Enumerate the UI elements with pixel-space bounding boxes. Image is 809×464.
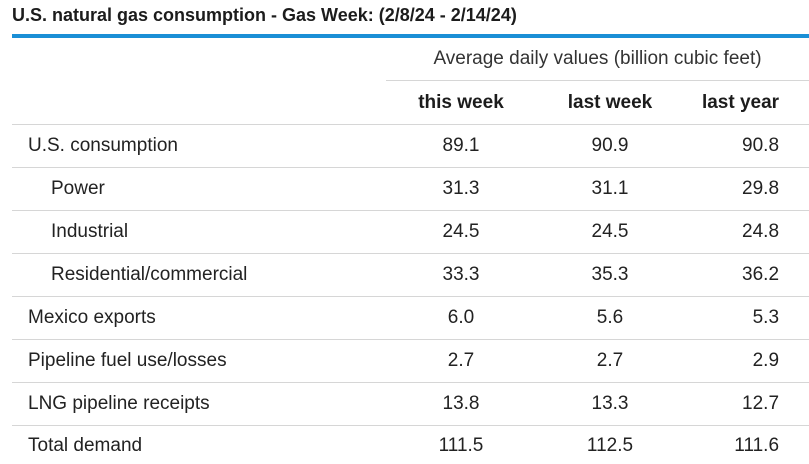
units-header: Average daily values (billion cubic feet… [386, 38, 809, 81]
column-header-last-week: last week [536, 80, 684, 125]
table-row: Power 31.3 31.1 29.8 [12, 167, 809, 211]
row-label: Industrial [12, 210, 386, 254]
table-row: Mexico exports 6.0 5.6 5.3 [12, 296, 809, 340]
this-week-value: 111.5 [438, 435, 484, 456]
column-header-row: this week last week last year [12, 80, 809, 125]
table-row: LNG pipeline receipts 13.8 13.3 12.7 [12, 382, 809, 426]
column-header-last-year: last year [684, 80, 809, 125]
last-week-value: 2.7 [536, 339, 684, 383]
row-label: Total demand [28, 435, 143, 456]
table-row: Industrial 24.5 24.5 24.8 [12, 210, 809, 254]
row-label: Power [12, 167, 386, 211]
last-year-value: 12.7 [684, 382, 809, 426]
last-year-value: 24.8 [684, 210, 809, 254]
last-year-value: 111.6 [734, 435, 780, 456]
last-year-value: 90.8 [684, 124, 809, 168]
row-label: Pipeline fuel use/losses [12, 339, 386, 383]
row-label: LNG pipeline receipts [12, 382, 386, 426]
this-week-value: 33.3 [386, 253, 536, 297]
last-week-value: 24.5 [536, 210, 684, 254]
last-year-value: 5.3 [684, 296, 809, 340]
row-label: U.S. consumption [12, 124, 386, 168]
last-week-value: 112.5 [586, 435, 634, 456]
last-week-value: 35.3 [536, 253, 684, 297]
row-label: Residential/commercial [12, 253, 386, 297]
this-week-value: 6.0 [386, 296, 536, 340]
table-row: Residential/commercial 33.3 35.3 36.2 [12, 253, 809, 297]
last-year-value: 29.8 [684, 167, 809, 211]
this-week-value: 2.7 [386, 339, 536, 383]
column-header-this-week: this week [386, 80, 536, 125]
this-week-value: 24.5 [386, 210, 536, 254]
last-week-value: 13.3 [536, 382, 684, 426]
this-week-value: 13.8 [386, 382, 536, 426]
table-row: Pipeline fuel use/losses 2.7 2.7 2.9 [12, 339, 809, 383]
title-divider [12, 34, 809, 38]
table-row: Total demand 111.5 112.5 111.6 [12, 426, 809, 464]
last-week-value: 90.9 [536, 124, 684, 168]
last-week-value: 31.1 [536, 167, 684, 211]
last-year-value: 2.9 [684, 339, 809, 383]
label-column-header [12, 80, 386, 125]
last-week-value: 5.6 [536, 296, 684, 340]
last-year-value: 36.2 [684, 253, 809, 297]
units-header-row: Average daily values (billion cubic feet… [12, 38, 809, 81]
this-week-value: 89.1 [386, 124, 536, 168]
table-row: U.S. consumption 89.1 90.9 90.8 [12, 124, 809, 168]
table-title: U.S. natural gas consumption - Gas Week:… [12, 5, 517, 25]
row-label: Mexico exports [12, 296, 386, 340]
this-week-value: 31.3 [386, 167, 536, 211]
header-spacer [12, 38, 386, 81]
consumption-table: Average daily values (billion cubic feet… [12, 38, 809, 464]
